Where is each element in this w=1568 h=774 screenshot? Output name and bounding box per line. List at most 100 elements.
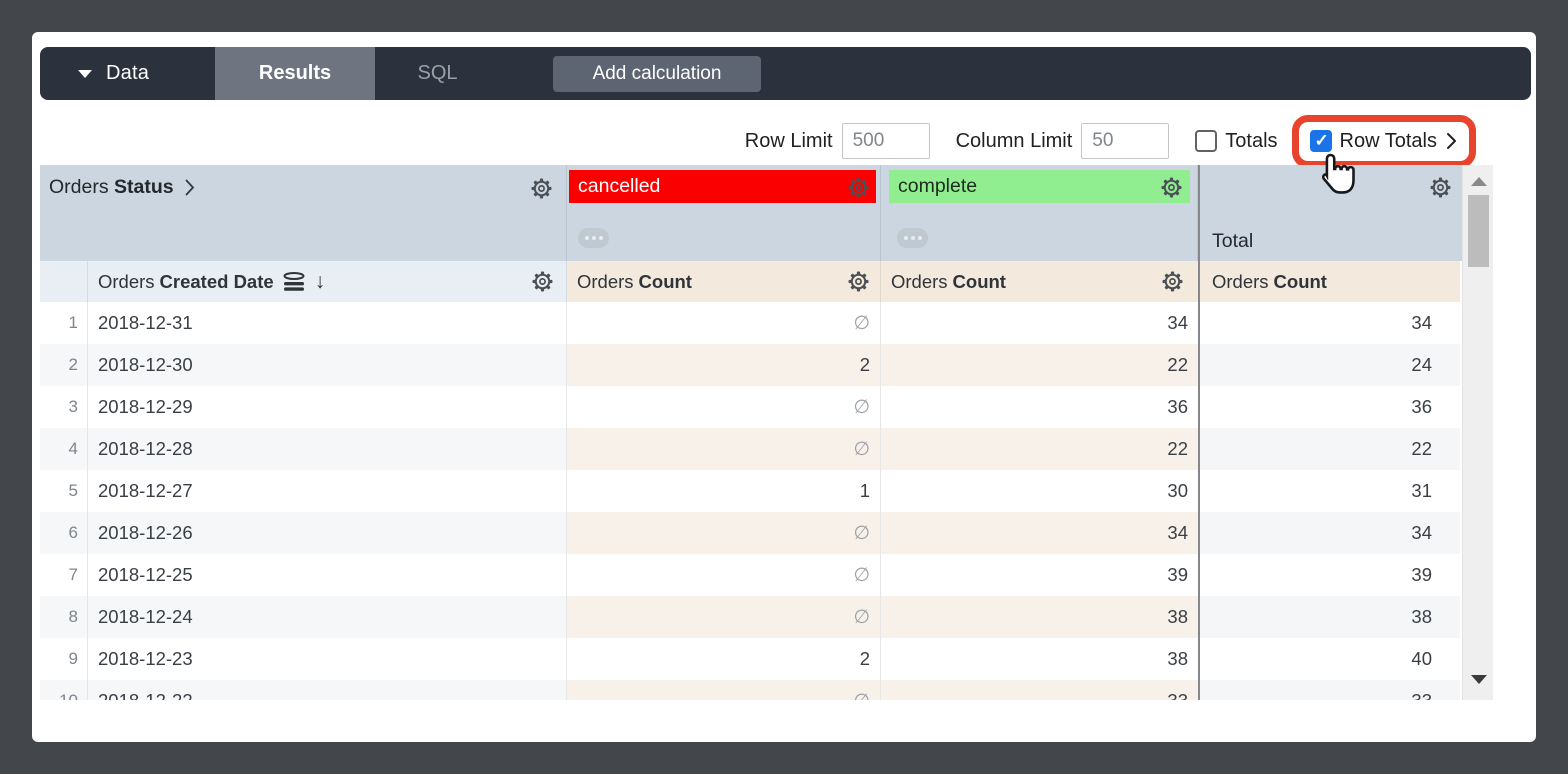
orders-count-header-cancelled[interactable]: Orders Count	[567, 261, 881, 302]
tab-sql[interactable]: SQL	[375, 47, 500, 100]
pivot-value-complete[interactable]: complete	[889, 170, 1190, 203]
row-number: 8	[40, 596, 88, 638]
table-row: 5 2018-12-27 1 30 31	[40, 470, 1462, 512]
date-cell[interactable]: 2018-12-28	[88, 428, 567, 470]
gear-icon[interactable]	[1429, 176, 1452, 199]
scrollbar-thumb[interactable]	[1468, 195, 1489, 267]
complete-count-cell[interactable]: 38	[1167, 648, 1188, 669]
pivot-value-cancelled[interactable]: cancelled	[569, 170, 876, 203]
data-menu-button[interactable]: Data	[40, 47, 215, 100]
date-cell[interactable]: 2018-12-27	[88, 470, 567, 512]
total-count-cell[interactable]: 39	[1198, 554, 1460, 596]
complete-count-cell[interactable]: 38	[881, 596, 1198, 638]
total-count-cell[interactable]: 34	[1198, 302, 1460, 344]
table-row: 9 2018-12-23 2 38 40	[40, 638, 1462, 680]
total-count-cell[interactable]: 34	[1198, 512, 1460, 554]
total-count-cell[interactable]: 38	[1198, 596, 1460, 638]
totals-checkbox[interactable]	[1195, 130, 1218, 152]
gear-icon[interactable]	[1161, 270, 1184, 293]
complete-count-cell[interactable]: 33	[881, 680, 1198, 700]
gear-icon[interactable]	[530, 177, 553, 200]
tab-results[interactable]: Results	[215, 47, 375, 100]
row-limit-input[interactable]	[841, 123, 930, 159]
row-number: 1	[40, 302, 88, 344]
sort-desc-arrow-icon[interactable]: ↓	[314, 269, 326, 293]
complete-count-cell[interactable]: 30	[1167, 480, 1188, 501]
orders-count-header-complete[interactable]: Orders Count	[881, 261, 1198, 302]
date-cell[interactable]: 2018-12-26	[88, 512, 567, 554]
row-totals-expand-chevron-icon[interactable]	[1445, 132, 1457, 150]
total-count-cell[interactable]: 40	[1198, 638, 1460, 680]
cancelled-count-cell[interactable]: ∅	[567, 386, 881, 428]
totals-label: Totals	[1225, 129, 1278, 152]
row-number: 6	[40, 512, 88, 554]
table-row: 2 2018-12-30 2 22 24	[40, 344, 1462, 386]
mouse-cursor-hand-icon	[1315, 152, 1359, 203]
vertical-scrollbar[interactable]	[1462, 165, 1493, 700]
gear-icon[interactable]	[531, 270, 554, 293]
pivot-column-complete: complete	[881, 165, 1198, 261]
cancelled-count-cell[interactable]: ∅	[567, 596, 881, 638]
complete-count-cell[interactable]: 36	[1167, 396, 1188, 417]
total-count-cell[interactable]: 22	[1198, 428, 1460, 470]
column-limit-input[interactable]	[1081, 123, 1170, 159]
cancelled-count-cell[interactable]: ∅	[567, 512, 881, 554]
cancelled-count-cell[interactable]: 2	[567, 638, 881, 680]
row-number: 4	[40, 428, 88, 470]
orders-count-header-total[interactable]: Orders Count	[1198, 261, 1460, 302]
pivot-rows-dimension-cell: Orders Status	[40, 165, 567, 261]
cancelled-count-cell[interactable]: 1	[567, 470, 881, 512]
total-column-label: Total	[1212, 230, 1254, 252]
total-count-cell[interactable]: 24	[1198, 344, 1460, 386]
total-count-cell[interactable]: 36	[1198, 386, 1460, 428]
cancelled-count-cell[interactable]: ∅	[567, 680, 881, 700]
row-totals-label: Row Totals	[1339, 129, 1437, 152]
complete-count-cell[interactable]: 34	[881, 512, 1198, 554]
pivot-header-band: Orders Status cancelled complete	[40, 165, 1462, 261]
scroll-down-arrow-icon[interactable]	[1471, 675, 1487, 684]
table-row: 1 2018-12-31 ∅ 34 34	[40, 302, 1462, 344]
date-cell[interactable]: 2018-12-29	[88, 386, 567, 428]
cancelled-count-cell[interactable]: ∅	[567, 302, 881, 344]
total-count-cell[interactable]: 31	[1198, 470, 1460, 512]
row-limit-label: Row Limit	[744, 129, 833, 152]
table-row: 3 2018-12-29 ∅ 36 36	[40, 386, 1462, 428]
cancelled-count-cell[interactable]: 2	[567, 344, 881, 386]
cancelled-count-cell[interactable]: ∅	[567, 428, 881, 470]
row-totals-checkbox[interactable]	[1309, 130, 1332, 152]
table-row: 8 2018-12-24 ∅ 38 38	[40, 596, 1462, 638]
column-header-row: Orders Created Date ↓ Orders Count	[40, 261, 1462, 302]
row-number: 10	[40, 680, 88, 700]
table-row: 6 2018-12-26 ∅ 34 34	[40, 512, 1462, 554]
date-cell[interactable]: 2018-12-23	[88, 638, 567, 680]
more-horizontal-icon[interactable]	[578, 228, 609, 248]
date-cell[interactable]: 2018-12-24	[88, 596, 567, 638]
table-body: 1 2018-12-31 ∅ 34 34 2 2018-12-30 2 22 2…	[40, 302, 1462, 700]
results-table: Orders Status cancelled complete	[40, 165, 1493, 700]
row-number: 7	[40, 554, 88, 596]
gear-icon[interactable]	[1160, 176, 1183, 199]
table-row: 10 2018-12-22 ∅ 33 33	[40, 680, 1462, 700]
date-cell[interactable]: 2018-12-25	[88, 554, 567, 596]
scroll-up-arrow-icon[interactable]	[1471, 177, 1487, 186]
row-number: 5	[40, 470, 88, 512]
tab-results-label: Results	[258, 62, 332, 84]
date-cell[interactable]: 2018-12-30	[88, 344, 567, 386]
orders-status-header[interactable]: Orders Status	[49, 176, 195, 199]
gear-icon[interactable]	[847, 270, 870, 293]
pivot-column-total: Total	[1198, 165, 1460, 261]
orders-created-date-header[interactable]: Orders Created Date ↓	[88, 261, 567, 302]
more-horizontal-icon[interactable]	[897, 228, 928, 248]
row-number: 3	[40, 386, 88, 428]
total-count-cell[interactable]: 33	[1198, 680, 1460, 700]
date-cell[interactable]: 2018-12-31	[88, 302, 567, 344]
pivot-column-cancelled: cancelled	[567, 165, 881, 261]
gear-icon[interactable]	[847, 176, 870, 199]
date-cell[interactable]: 2018-12-22	[88, 680, 567, 700]
complete-count-cell[interactable]: 22	[881, 428, 1198, 470]
add-calculation-button[interactable]: Add calculation	[553, 56, 761, 92]
complete-count-cell[interactable]: 22	[881, 344, 1198, 386]
complete-count-cell[interactable]: 39	[1167, 564, 1188, 585]
cancelled-count-cell[interactable]: ∅	[567, 554, 881, 596]
complete-count-cell[interactable]: 34	[1167, 312, 1188, 333]
